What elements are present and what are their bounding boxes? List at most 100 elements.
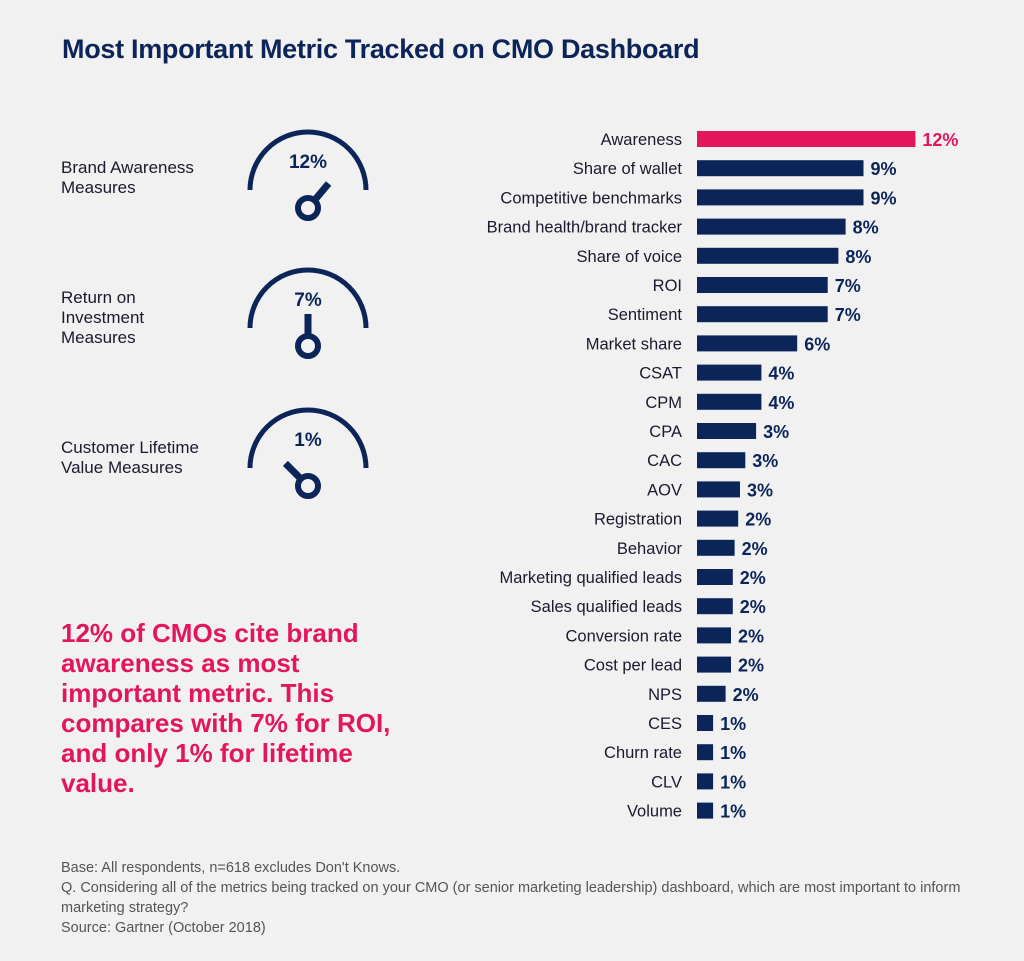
value-label: 2% — [738, 626, 764, 646]
category-label: Share of voice — [577, 248, 682, 266]
gauge-label-line: Customer Lifetime — [61, 438, 199, 457]
gauge-clv: 1% — [247, 407, 369, 499]
category-label: Awareness — [601, 131, 682, 149]
bar — [697, 773, 714, 790]
footnote-base: Base: All respondents, n=618 excludes Do… — [61, 860, 401, 876]
gauge-label-brand-awareness: Brand Awareness Measures — [61, 158, 231, 198]
gauge-arc — [247, 407, 369, 469]
bar — [697, 189, 864, 206]
category-label: Competitive benchmarks — [500, 189, 682, 207]
gauge-label-line: Brand Awareness — [61, 158, 194, 177]
category-label: Sentiment — [608, 306, 683, 324]
category-label: CES — [648, 715, 682, 733]
category-label: CSAT — [639, 365, 682, 383]
category-label: Behavior — [617, 540, 683, 558]
gauge-value: 1% — [294, 430, 322, 451]
category-label: CAC — [647, 452, 682, 470]
bar — [697, 539, 735, 556]
bar — [697, 481, 740, 498]
value-label: 2% — [733, 685, 759, 705]
value-label: 2% — [740, 568, 766, 588]
bar — [697, 627, 731, 644]
category-label: NPS — [648, 686, 682, 704]
bar — [697, 218, 846, 235]
category-label: Volume — [627, 803, 682, 821]
value-label: 9% — [871, 188, 897, 208]
footnote-source: Source: Gartner (October 2018) — [61, 920, 266, 936]
gauge-label-line: Measures — [61, 328, 136, 347]
gauge-arc — [247, 267, 369, 329]
bar — [697, 306, 828, 323]
gauge-value: 7% — [294, 290, 322, 311]
gauge-pivot — [295, 473, 321, 499]
gauge-label-clv: Customer Lifetime Value Measures — [61, 438, 231, 478]
bar — [697, 277, 828, 293]
gauge-label-line: Investment — [61, 308, 145, 327]
gauge-label-line: Measures — [61, 178, 136, 197]
category-label: CLV — [651, 773, 682, 791]
category-label: Share of wallet — [573, 160, 683, 178]
category-label: Sales qualified leads — [531, 598, 682, 616]
bar — [697, 744, 714, 761]
gauge-label-line: Return on — [61, 288, 136, 307]
category-label: AOV — [647, 481, 682, 499]
value-label: 3% — [763, 422, 789, 442]
footnote: Base: All respondents, n=618 excludes Do… — [61, 858, 961, 938]
value-label: 2% — [738, 656, 764, 676]
value-label: 7% — [835, 305, 861, 325]
bar — [697, 160, 864, 177]
value-label: 3% — [752, 451, 778, 471]
gauge-label-roi: Return on Investment Measures — [61, 288, 231, 348]
value-label: 8% — [845, 247, 871, 267]
value-label: 9% — [871, 159, 897, 179]
gauge-pivot — [295, 195, 321, 221]
bar — [697, 656, 731, 673]
bar — [697, 247, 839, 264]
category-label: Market share — [586, 335, 682, 353]
category-label: Cost per lead — [584, 657, 682, 675]
bar — [697, 685, 726, 702]
value-label: 1% — [720, 802, 746, 822]
page-title: Most Important Metric Tracked on CMO Das… — [62, 34, 700, 64]
value-label: 4% — [768, 393, 794, 413]
category-label: CPA — [649, 423, 682, 441]
bar — [697, 452, 746, 469]
value-label: 1% — [720, 714, 746, 734]
category-label: Registration — [594, 511, 682, 529]
value-label: 7% — [835, 276, 861, 296]
value-label: 3% — [747, 480, 773, 500]
category-label: Churn rate — [604, 744, 682, 762]
category-label: ROI — [653, 277, 682, 295]
bar — [697, 569, 733, 585]
gauge-value: 12% — [289, 152, 327, 173]
category-label: CPM — [645, 394, 682, 412]
value-label: 2% — [740, 597, 766, 617]
value-label: 2% — [742, 539, 768, 559]
bar — [697, 598, 733, 615]
category-label: Conversion rate — [566, 627, 682, 645]
bar — [697, 715, 714, 731]
highlight-callout: 12% of CMOs cite brand awareness as most… — [61, 618, 391, 798]
value-label: 1% — [720, 772, 746, 792]
bar — [697, 423, 757, 439]
gauge-pivot — [295, 333, 321, 359]
gauge-arc — [247, 129, 369, 191]
gauge-brand-awareness: 12% — [247, 129, 369, 221]
bar — [697, 393, 762, 410]
bar — [697, 510, 739, 527]
value-label: 2% — [745, 510, 771, 530]
bar — [697, 802, 714, 819]
footnote-question: Q. Considering all of the metrics being … — [61, 880, 961, 916]
gauge-roi: 7% — [247, 267, 369, 359]
bar — [697, 335, 798, 352]
gauge-label-line: Value Measures — [61, 458, 183, 477]
category-label: Brand health/brand tracker — [487, 219, 683, 237]
bar — [697, 131, 916, 147]
value-label: 6% — [804, 334, 830, 354]
category-label: Marketing qualified leads — [499, 569, 682, 587]
value-label: 12% — [922, 130, 958, 150]
value-label: 8% — [853, 218, 879, 238]
value-label: 1% — [720, 743, 746, 763]
bar — [697, 364, 762, 381]
